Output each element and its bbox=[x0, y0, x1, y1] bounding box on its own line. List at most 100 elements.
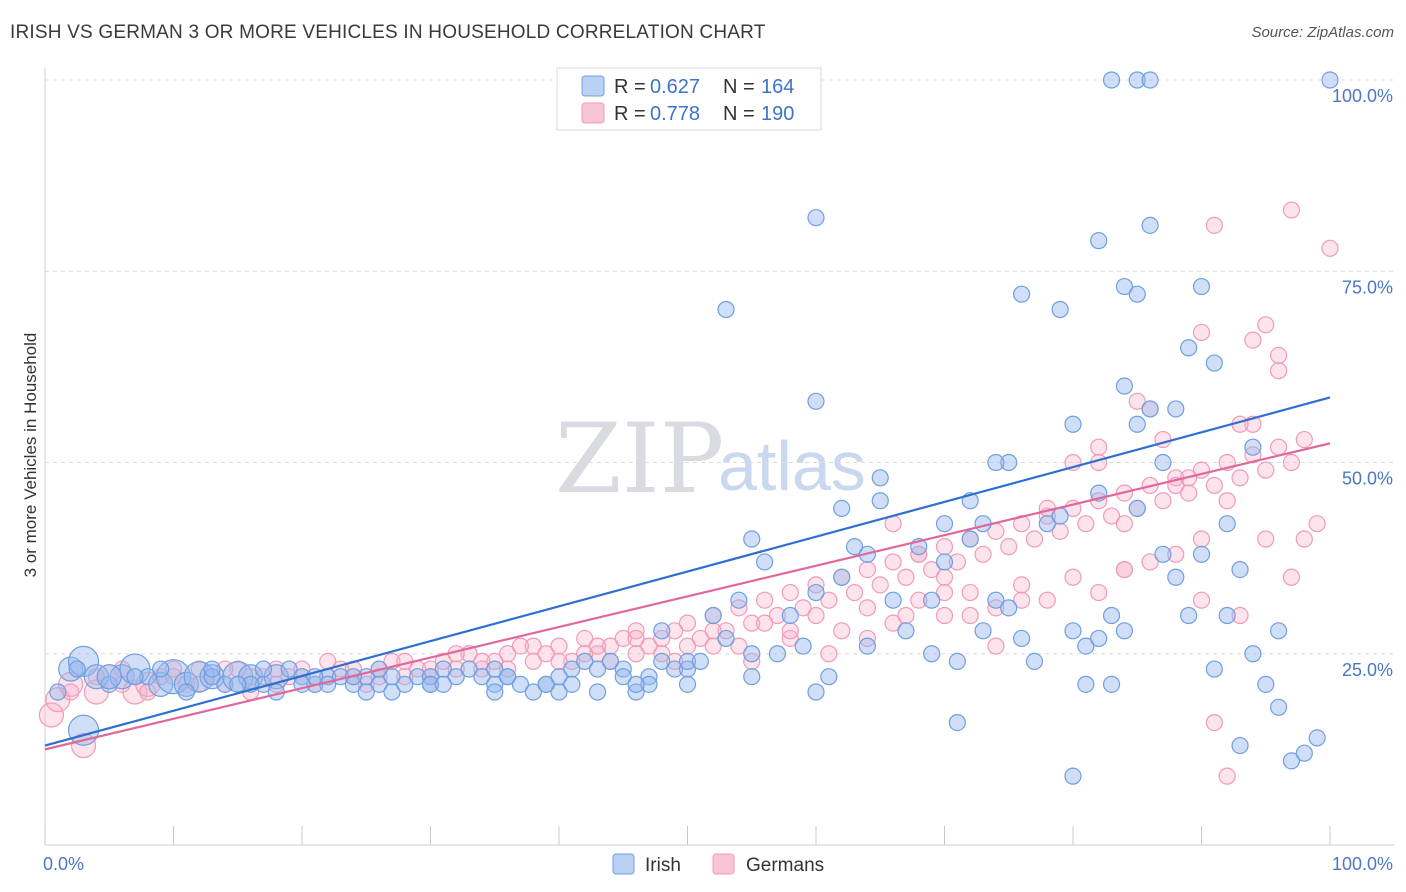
irish-point bbox=[666, 660, 684, 678]
irish-point bbox=[1128, 499, 1146, 517]
irish-point bbox=[627, 675, 645, 693]
germans-point bbox=[935, 583, 954, 602]
irish-point bbox=[1090, 629, 1108, 648]
irish-point bbox=[511, 675, 530, 693]
germans-point bbox=[524, 652, 542, 671]
chart-title: IRISH VS GERMAN 3 OR MORE VEHICLES IN HO… bbox=[10, 22, 766, 43]
irish-point bbox=[486, 683, 504, 701]
irish-point bbox=[871, 469, 889, 487]
irish-point bbox=[1064, 767, 1082, 785]
germans-point bbox=[1218, 767, 1236, 785]
irish-point bbox=[807, 683, 825, 701]
irish-point bbox=[845, 538, 864, 556]
irish-point bbox=[768, 645, 787, 663]
germans-point bbox=[576, 629, 594, 648]
germans-point bbox=[1167, 545, 1185, 563]
germans-point bbox=[1257, 316, 1275, 334]
germans-point bbox=[1257, 461, 1275, 479]
germans-point bbox=[1192, 591, 1211, 609]
irish-point bbox=[67, 645, 100, 678]
bottom-legend-germans-swatch bbox=[712, 853, 735, 875]
irish-point bbox=[1102, 71, 1121, 89]
irish-point bbox=[1218, 515, 1236, 533]
irish-point bbox=[678, 652, 697, 671]
irish-point bbox=[96, 664, 122, 690]
germans-point bbox=[897, 568, 915, 586]
germans-point bbox=[666, 622, 684, 640]
germans-point bbox=[537, 645, 555, 663]
irish-point bbox=[550, 668, 568, 686]
irish-point bbox=[755, 553, 774, 571]
irish-point bbox=[1192, 545, 1211, 563]
germans-point bbox=[755, 614, 774, 632]
irish-point bbox=[473, 668, 491, 686]
germans-point bbox=[550, 637, 568, 655]
irish-point bbox=[1167, 400, 1185, 418]
irish-point bbox=[807, 209, 825, 227]
irish-point bbox=[1077, 637, 1095, 655]
irish-point bbox=[1064, 415, 1082, 433]
irish-trend-line bbox=[44, 396, 1331, 747]
irish-point bbox=[730, 591, 748, 609]
irish-point bbox=[717, 300, 735, 319]
irish-point bbox=[152, 660, 170, 678]
tick-labels: 25.0% 50.0% 75.0% 100.0% 0.0% 100.0% bbox=[43, 86, 1393, 874]
irish-point bbox=[1321, 71, 1339, 89]
irish-point bbox=[563, 675, 581, 693]
irish-point bbox=[1115, 622, 1134, 640]
germans-point bbox=[1205, 476, 1223, 495]
germans-point bbox=[164, 660, 183, 678]
germans-point bbox=[935, 538, 954, 556]
irish-point bbox=[486, 660, 504, 678]
germans-point bbox=[743, 614, 761, 632]
germans-point bbox=[1180, 484, 1198, 502]
irish-point bbox=[396, 675, 414, 693]
irish-point bbox=[781, 606, 799, 625]
irish-point bbox=[935, 553, 954, 571]
legend-germans-n-label: N = bbox=[723, 103, 755, 125]
germans-point bbox=[961, 606, 979, 625]
germans-point bbox=[884, 553, 902, 571]
irish-point bbox=[1102, 675, 1121, 693]
germans-point bbox=[961, 583, 979, 602]
irish-point bbox=[1154, 453, 1172, 472]
irish-point bbox=[1012, 629, 1031, 648]
germans-point bbox=[1244, 331, 1262, 349]
germans-point bbox=[858, 560, 877, 579]
irish-point bbox=[1167, 568, 1185, 586]
axes bbox=[44, 68, 1395, 846]
legend-germans-r-value: 0.778 bbox=[650, 103, 700, 125]
irish-point bbox=[948, 713, 966, 732]
irish-point bbox=[871, 492, 889, 510]
irish-point bbox=[691, 652, 709, 671]
irish-point bbox=[601, 652, 620, 671]
germans-point bbox=[1012, 576, 1031, 594]
irish-point bbox=[807, 583, 825, 602]
irish-point bbox=[743, 668, 761, 686]
irish-point bbox=[421, 675, 440, 693]
irish-point bbox=[1128, 71, 1146, 89]
irish-point bbox=[923, 645, 941, 663]
germans-point bbox=[1269, 362, 1288, 380]
irish-point bbox=[1141, 71, 1159, 89]
irish-point bbox=[550, 683, 568, 701]
irish-point bbox=[499, 668, 517, 686]
germans-point bbox=[678, 614, 697, 632]
irish-point bbox=[588, 660, 607, 678]
irish-point bbox=[858, 637, 877, 655]
irish-point bbox=[807, 392, 825, 410]
germans-point bbox=[755, 591, 774, 609]
irish-point bbox=[1012, 285, 1031, 303]
germans-point bbox=[1090, 438, 1108, 456]
irish-point bbox=[1077, 675, 1095, 693]
irish-point bbox=[1180, 606, 1198, 625]
irish-point bbox=[897, 622, 915, 640]
irish-point bbox=[1090, 232, 1108, 250]
irish-point bbox=[717, 629, 735, 648]
irish-point bbox=[678, 675, 697, 693]
trend-lines bbox=[44, 396, 1331, 751]
germans-point bbox=[691, 629, 709, 648]
germans-point bbox=[1205, 216, 1223, 234]
germans-point bbox=[1102, 507, 1121, 525]
irish-point bbox=[49, 683, 67, 701]
